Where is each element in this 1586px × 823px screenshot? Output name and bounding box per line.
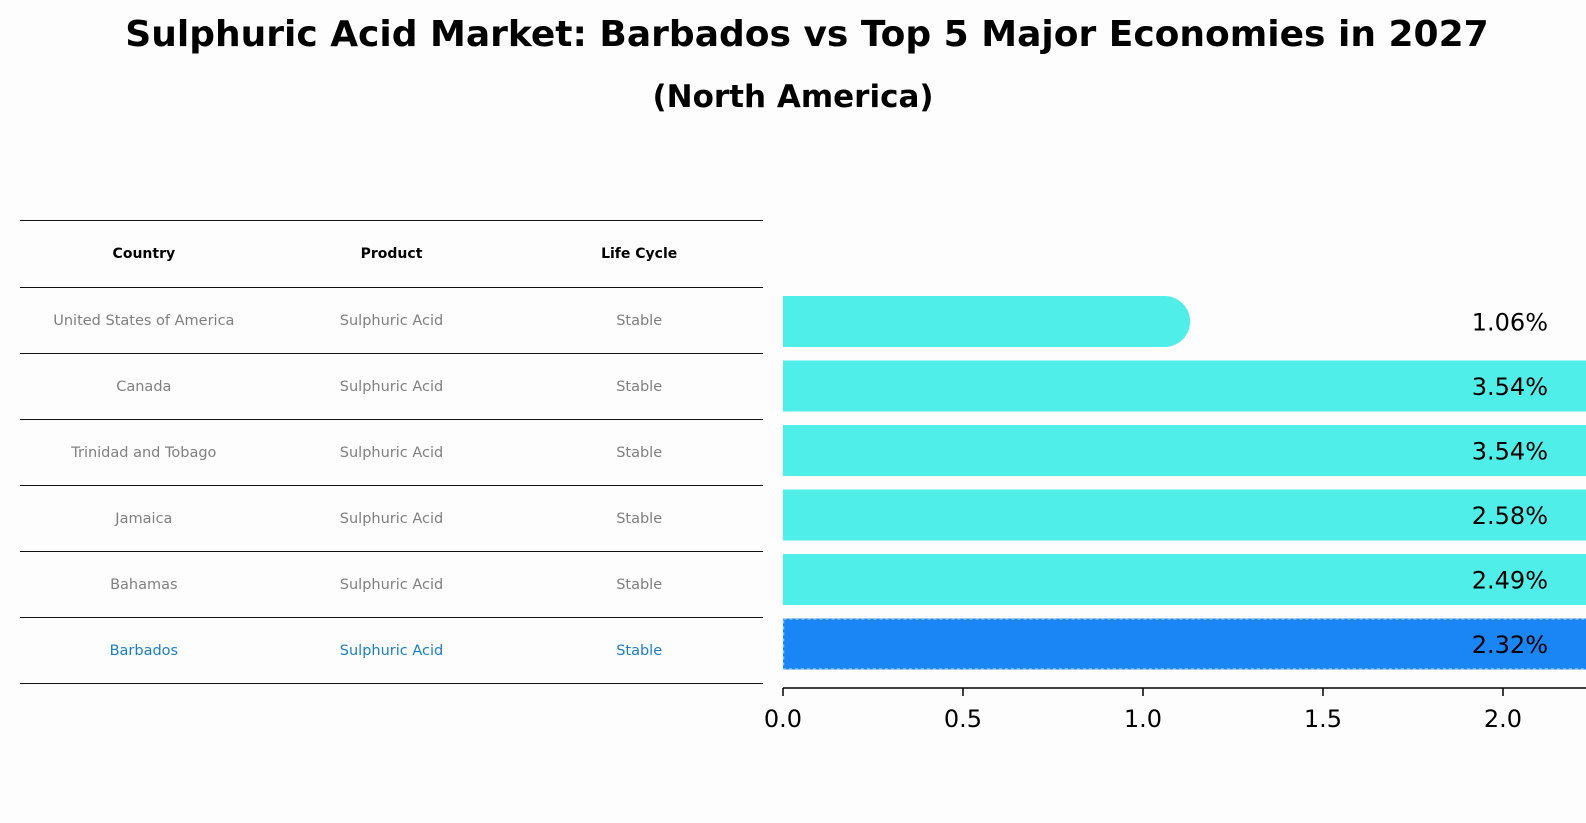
column-header-country: Country [112,246,176,262]
x-tick-label: 0.0 [764,705,802,733]
cell-life-cycle: Stable [616,642,663,659]
bar-value-label: 2.58% [1472,502,1548,530]
bar [783,360,1586,412]
cell-life-cycle: Stable [616,312,663,329]
column-header-life-cycle: Life Cycle [601,246,678,262]
cell-country: Barbados [109,642,179,659]
column-header-product: Product [360,246,423,262]
table-row: Trinidad and Tobago Sulphuric Acid Stabl… [20,420,763,486]
cell-country: Bahamas [110,576,178,593]
bar [783,489,1586,541]
cell-country: Canada [116,378,172,395]
cell-life-cycle: Stable [616,444,663,461]
table-row: Canada Sulphuric Acid Stable [20,354,763,420]
data-table: Country Product Life Cycle United States… [20,220,763,684]
table-header-row: Country Product Life Cycle [20,220,763,288]
table-row-highlighted: Barbados Sulphuric Acid Stable [20,618,763,684]
cell-life-cycle: Stable [616,510,663,527]
cell-product: Sulphuric Acid [339,444,444,461]
table-row: United States of America Sulphuric Acid … [20,288,763,354]
bar-value-label: 1.06% [1472,309,1548,337]
bar-value-label: 2.32% [1472,631,1548,659]
cell-life-cycle: Stable [616,576,663,593]
cell-country: Jamaica [115,510,173,527]
x-tick-label: 1.0 [1124,705,1162,733]
chart-title: Sulphuric Acid Market: Barbados vs Top 5… [125,14,1489,55]
cell-life-cycle: Stable [616,378,663,395]
cell-product: Sulphuric Acid [339,576,444,593]
bar-highlighted [783,618,1586,670]
x-tick-label: 2.0 [1484,705,1522,733]
chart-subtitle: (North America) [652,79,934,115]
bar-value-label: 3.54% [1472,438,1548,466]
x-tick-label: 1.5 [1304,705,1342,733]
cell-product: Sulphuric Acid [339,642,444,659]
x-tick-label: 0.5 [944,705,982,733]
cell-product: Sulphuric Acid [339,312,444,329]
cell-country: Trinidad and Tobago [71,444,217,461]
table-row: Bahamas Sulphuric Acid Stable [20,552,763,618]
cell-product: Sulphuric Acid [339,378,444,395]
bar [783,296,1191,347]
bar-value-label: 3.54% [1472,373,1548,401]
bar [783,425,1586,476]
bar [783,554,1586,605]
cell-country: United States of America [53,312,235,329]
cell-product: Sulphuric Acid [339,510,444,527]
table-row: Jamaica Sulphuric Acid Stable [20,486,763,552]
bar-value-label: 2.49% [1472,567,1548,595]
